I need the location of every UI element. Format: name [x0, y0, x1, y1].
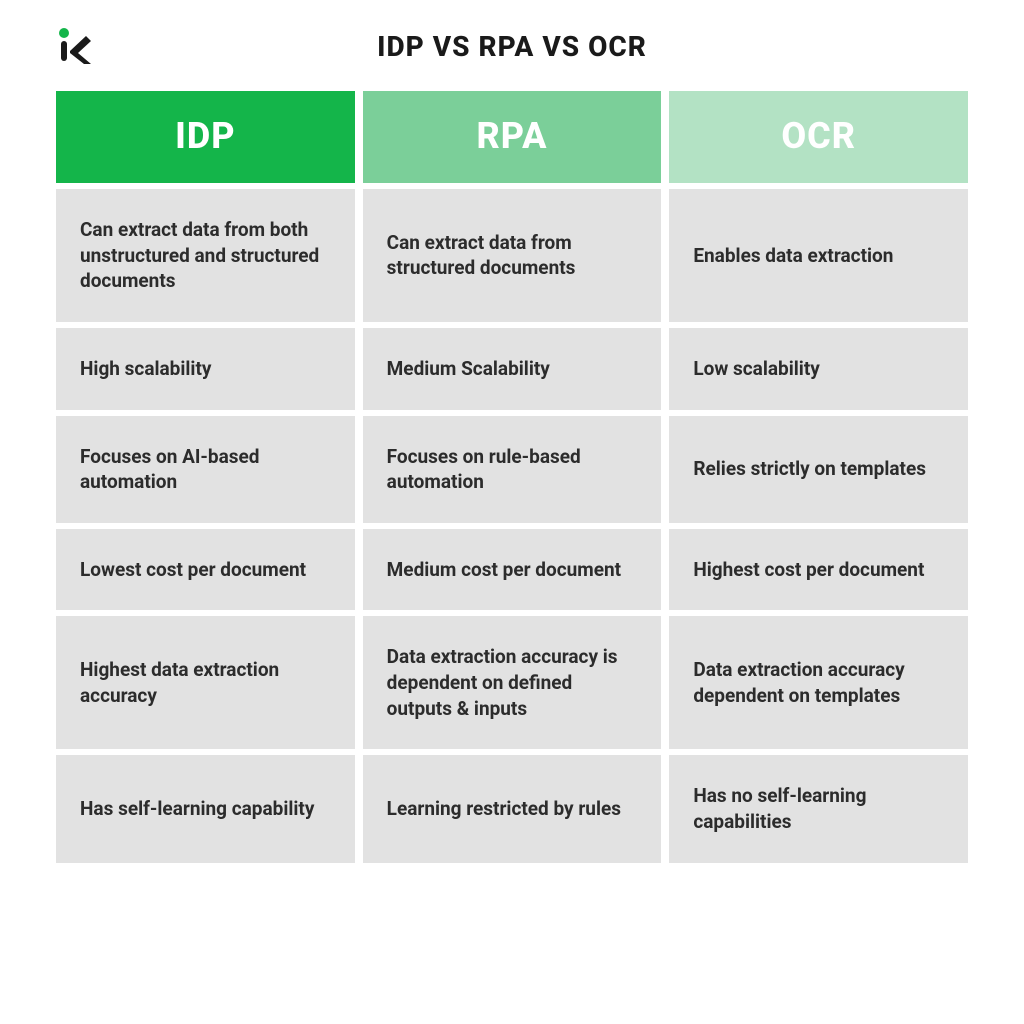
table-row: Has self-learning capability Learning re… [56, 755, 968, 862]
column-header-rpa: RPA [363, 91, 662, 183]
table-body: Can extract data from both unstructured … [56, 189, 968, 863]
cell-ocr: Has no self-learning capabilities [669, 755, 968, 862]
table-row: Can extract data from both unstructured … [56, 189, 968, 322]
table-row: Highest data extraction accuracy Data ex… [56, 616, 968, 749]
page-title: IDP VS RPA VS OCR [0, 0, 1024, 63]
cell-ocr: Relies strictly on templates [669, 416, 968, 523]
cell-ocr: Enables data extraction [669, 189, 968, 322]
brand-logo-icon [56, 24, 96, 64]
cell-rpa: Focuses on rule-based automation [363, 416, 662, 523]
cell-ocr: Data extraction accuracy dependent on te… [669, 616, 968, 749]
cell-rpa: Medium Scalability [363, 328, 662, 410]
table-row: Focuses on AI-based automation Focuses o… [56, 416, 968, 523]
cell-idp: Highest data extraction accuracy [56, 616, 355, 749]
cell-ocr: Low scalability [669, 328, 968, 410]
cell-idp: Focuses on AI-based automation [56, 416, 355, 523]
cell-rpa: Medium cost per document [363, 529, 662, 611]
cell-rpa: Learning restricted by rules [363, 755, 662, 862]
cell-rpa: Data extraction accuracy is dependent on… [363, 616, 662, 749]
comparison-table: IDP RPA OCR Can extract data from both u… [56, 91, 968, 863]
cell-idp: Has self-learning capability [56, 755, 355, 862]
column-header-idp: IDP [56, 91, 355, 183]
table-row: High scalability Medium Scalability Low … [56, 328, 968, 410]
cell-idp: High scalability [56, 328, 355, 410]
table-header-row: IDP RPA OCR [56, 91, 968, 183]
column-header-ocr: OCR [669, 91, 968, 183]
cell-idp: Lowest cost per document [56, 529, 355, 611]
cell-ocr: Highest cost per document [669, 529, 968, 611]
cell-rpa: Can extract data from structured documen… [363, 189, 662, 322]
table-row: Lowest cost per document Medium cost per… [56, 529, 968, 611]
cell-idp: Can extract data from both unstructured … [56, 189, 355, 322]
